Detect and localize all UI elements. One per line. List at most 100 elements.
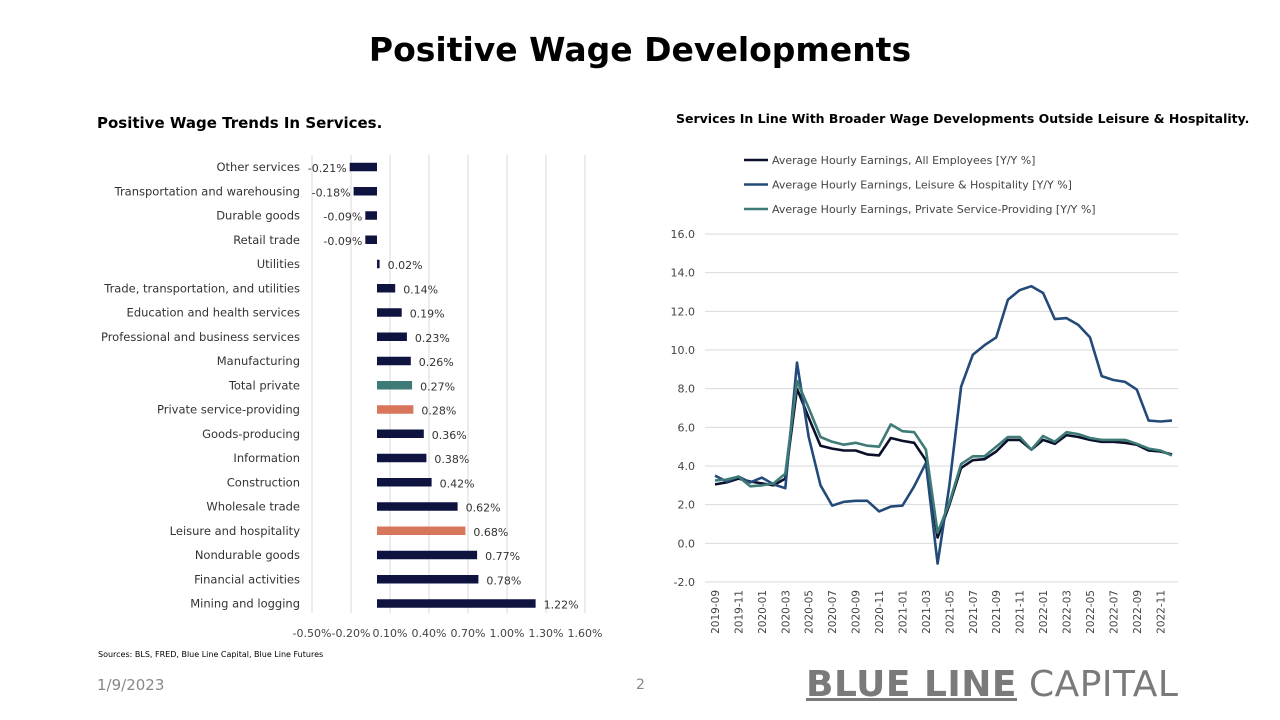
x-tick-label: 2019-09 — [710, 590, 722, 634]
bar — [353, 187, 377, 196]
data-label: 0.68% — [473, 526, 508, 539]
bar — [377, 308, 402, 317]
category-label: Retail trade — [233, 233, 300, 247]
page-number: 2 — [636, 677, 645, 693]
category-label: Other services — [217, 160, 301, 174]
data-label: 0.26% — [419, 356, 454, 369]
x-tick-label: 2022-11 — [1155, 590, 1167, 634]
bar — [377, 502, 458, 511]
bar — [377, 356, 411, 366]
y-tick-label: 10.0 — [671, 344, 696, 357]
company-logo: BLUE LINE CAPITAL — [806, 664, 1178, 705]
x-tick-label: -0.50% — [293, 627, 332, 640]
legend-label: Average Hourly Earnings, Private Service… — [772, 203, 1096, 216]
y-tick-label: 0.0 — [678, 537, 696, 550]
category-label: Manufacturing — [217, 354, 300, 368]
x-tick-label: 2021-07 — [968, 590, 980, 634]
data-label: 0.02% — [388, 259, 423, 272]
category-label: Information — [233, 451, 300, 465]
data-label: 0.14% — [403, 283, 438, 296]
x-tick-label: 2021-09 — [991, 590, 1003, 634]
category-label: Total private — [228, 378, 300, 392]
data-label: 0.23% — [415, 332, 450, 345]
y-tick-label: 4.0 — [678, 460, 696, 473]
footer-date: 1/9/2023 — [97, 676, 165, 694]
bar — [377, 526, 466, 535]
logo-light-text: CAPITAL — [1017, 664, 1179, 705]
bar-chart-title: Positive Wage Trends In Services. — [97, 114, 383, 132]
y-tick-label: 12.0 — [671, 305, 696, 318]
category-label: Transportation and warehousing — [114, 184, 300, 198]
x-tick-label: -0.20% — [332, 627, 371, 640]
category-label: Goods-producing — [202, 427, 300, 441]
bar — [377, 478, 432, 487]
bar — [377, 550, 478, 560]
bar — [377, 381, 413, 390]
bar — [377, 575, 479, 584]
data-label: 1.22% — [544, 599, 579, 612]
bar-chart: -0.50% -0.20% 0.10% 0.40% 0.70% 1.00% 1.30% 1.6… — [101, 155, 603, 640]
x-tick-label: 2020-11 — [874, 590, 886, 634]
x-tick-label: 2020-07 — [827, 590, 839, 634]
data-label: 0.42% — [440, 477, 475, 490]
x-tick-label: 2022-03 — [1062, 590, 1074, 634]
x-tick-label: 2020-05 — [804, 590, 816, 634]
data-label: -0.09% — [323, 235, 362, 248]
x-tick-label: 2020-09 — [851, 590, 863, 634]
y-tick-label: 2.0 — [678, 499, 696, 512]
data-label: 0.78% — [486, 574, 521, 587]
category-label: Utilities — [257, 257, 300, 271]
legend-label: Average Hourly Earnings, All Employees [… — [772, 154, 1035, 167]
data-label: 0.28% — [421, 405, 456, 418]
x-tick-label: 1.00% — [490, 627, 525, 640]
slide-title: Positive Wage Developments — [368, 30, 912, 69]
category-label: Wholesale trade — [206, 500, 300, 514]
bar — [377, 405, 414, 414]
category-label: Leisure and hospitality — [170, 524, 301, 538]
category-label: Education and health services — [127, 306, 300, 320]
data-label: 0.36% — [432, 429, 467, 442]
x-tick-label: 2022-01 — [1038, 590, 1050, 634]
x-tick-label: 0.10% — [373, 627, 408, 640]
y-tick-label: -2.0 — [674, 576, 695, 589]
bar — [365, 235, 377, 244]
x-tick-label: 1.30% — [529, 627, 564, 640]
x-tick-label: 2022-07 — [1108, 590, 1120, 634]
line-chart: -2.0 0.0 2.0 4.0 6.0 8.0 10.0 12.0 14.0 16.0 2019-… — [671, 154, 1178, 634]
x-tick-label: 2020-03 — [780, 590, 792, 634]
y-tick-label: 16.0 — [671, 228, 696, 241]
data-label: -0.09% — [323, 211, 362, 224]
x-tick-label: 2022-09 — [1132, 590, 1144, 634]
y-tick-label: 6.0 — [678, 421, 696, 434]
x-tick-label: 2022-05 — [1085, 590, 1097, 634]
data-label: 0.19% — [410, 308, 445, 321]
data-label: 0.38% — [434, 453, 469, 466]
x-tick-label: 2021-05 — [944, 590, 956, 634]
bar — [377, 429, 424, 438]
series-line — [714, 284, 1173, 565]
bar — [377, 284, 396, 293]
data-label: -0.18% — [312, 186, 351, 199]
sources-note: Sources: BLS, FRED, Blue Line Capital, B… — [98, 650, 324, 659]
bar — [377, 599, 536, 608]
x-tick-label: 2019-11 — [733, 590, 745, 634]
category-label: Construction — [227, 475, 300, 489]
x-tick-label: 0.70% — [451, 627, 486, 640]
x-tick-label: 2021-03 — [921, 590, 933, 634]
bar — [377, 332, 407, 341]
y-tick-label: 8.0 — [678, 383, 696, 396]
category-label: Financial activities — [194, 572, 300, 586]
bar — [377, 453, 427, 463]
y-tick-label: 14.0 — [671, 267, 696, 280]
category-label: Durable goods — [216, 209, 300, 223]
data-label: 0.62% — [466, 502, 501, 515]
category-label: Professional and business services — [101, 330, 300, 344]
series-line — [714, 379, 1173, 534]
logo-bold-text: BLUE LINE — [806, 664, 1018, 705]
category-label: Private service-providing — [157, 403, 300, 417]
bar — [377, 259, 380, 269]
x-tick-label: 2021-01 — [897, 590, 909, 634]
category-label: Trade, transportation, and utilities — [103, 281, 300, 295]
legend-label: Average Hourly Earnings, Leisure & Hospi… — [772, 179, 1072, 192]
x-tick-label: 1.60% — [568, 627, 603, 640]
